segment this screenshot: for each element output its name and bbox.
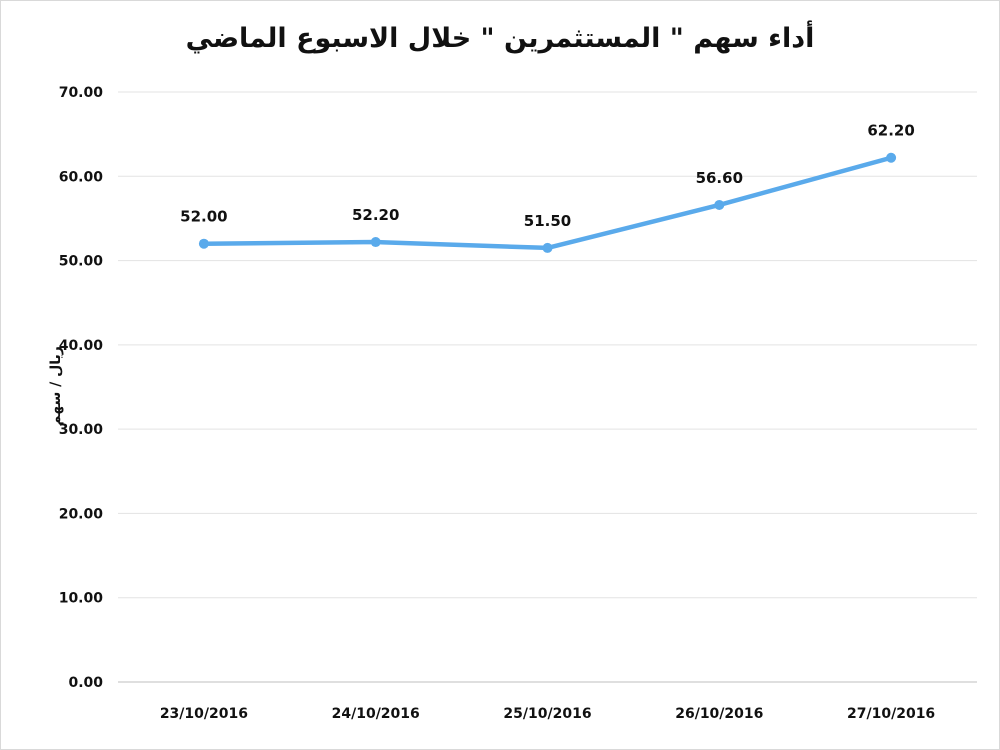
x-tick-label: 26/10/2016 <box>675 706 763 722</box>
data-point <box>886 152 897 163</box>
y-axis-label: ريال / سهم <box>48 346 64 426</box>
y-tick-label: 0.00 <box>68 675 103 691</box>
data-labels: 52.00 52.20 51.50 56.60 62.20 <box>180 122 915 230</box>
y-axis-ticks: 0.00 10.00 20.00 30.00 40.00 50.00 60.00 70.00 <box>59 85 104 691</box>
data-point <box>198 238 209 249</box>
data-point <box>542 242 553 253</box>
series-path <box>201 155 894 251</box>
y-tick-label: 40.00 <box>59 338 104 354</box>
data-label: 52.20 <box>352 206 399 224</box>
y-tick-label: 10.00 <box>59 591 104 607</box>
gridlines <box>118 91 977 683</box>
data-label: 56.60 <box>696 169 743 187</box>
y-tick-label: 60.00 <box>59 169 104 185</box>
y-tick-label: 50.00 <box>59 254 104 270</box>
y-tick-label: 70.00 <box>59 85 104 101</box>
x-axis-ticks: 23/10/2016 24/10/2016 25/10/2016 26/10/2016… <box>160 706 935 722</box>
data-point <box>370 237 381 248</box>
data-label: 62.20 <box>867 122 914 140</box>
y-tick-label: 20.00 <box>59 506 104 522</box>
data-point <box>714 199 725 210</box>
x-tick-label: 25/10/2016 <box>503 706 591 722</box>
x-tick-label: 23/10/2016 <box>160 706 248 722</box>
chart-title: أداء سهم " المستثمرين " خلال الاسبوع الم… <box>185 23 815 54</box>
x-tick-label: 27/10/2016 <box>847 706 935 722</box>
x-tick-label: 24/10/2016 <box>332 706 420 722</box>
data-label: 52.00 <box>180 208 227 226</box>
series-line <box>198 152 897 253</box>
y-tick-label: 30.00 <box>59 422 104 438</box>
data-label: 51.50 <box>524 212 571 230</box>
